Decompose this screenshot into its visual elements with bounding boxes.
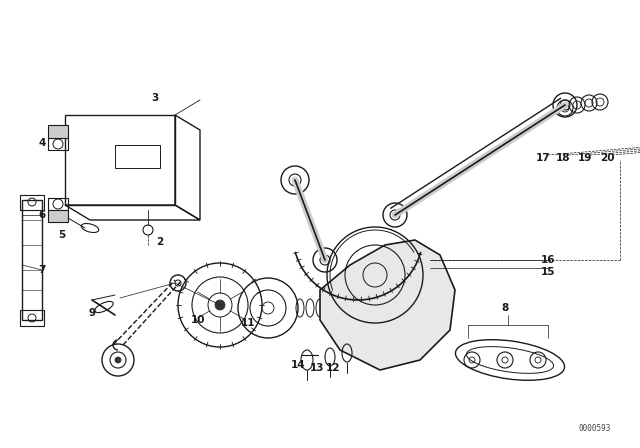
Text: 6: 6 bbox=[38, 210, 45, 220]
Polygon shape bbox=[48, 210, 68, 222]
Text: 17: 17 bbox=[536, 153, 550, 163]
Text: 16: 16 bbox=[541, 255, 556, 265]
Text: 2: 2 bbox=[156, 237, 164, 247]
Text: 11: 11 bbox=[241, 318, 255, 328]
Circle shape bbox=[215, 300, 225, 310]
Text: 14: 14 bbox=[291, 360, 305, 370]
Circle shape bbox=[115, 357, 121, 363]
Text: 9: 9 bbox=[88, 308, 95, 318]
Text: 10: 10 bbox=[191, 315, 205, 325]
Text: 3: 3 bbox=[152, 93, 159, 103]
Text: 4: 4 bbox=[38, 138, 45, 148]
Text: 0000593: 0000593 bbox=[579, 423, 611, 432]
Text: 15: 15 bbox=[541, 267, 556, 277]
Text: 12: 12 bbox=[326, 363, 340, 373]
Text: 20: 20 bbox=[600, 153, 614, 163]
Text: 13: 13 bbox=[310, 363, 324, 373]
Text: 7: 7 bbox=[38, 265, 45, 275]
Polygon shape bbox=[320, 240, 455, 370]
Text: 5: 5 bbox=[58, 230, 66, 240]
Text: 18: 18 bbox=[556, 153, 570, 163]
Text: 19: 19 bbox=[578, 153, 592, 163]
Text: 8: 8 bbox=[501, 303, 509, 313]
Polygon shape bbox=[48, 125, 68, 138]
